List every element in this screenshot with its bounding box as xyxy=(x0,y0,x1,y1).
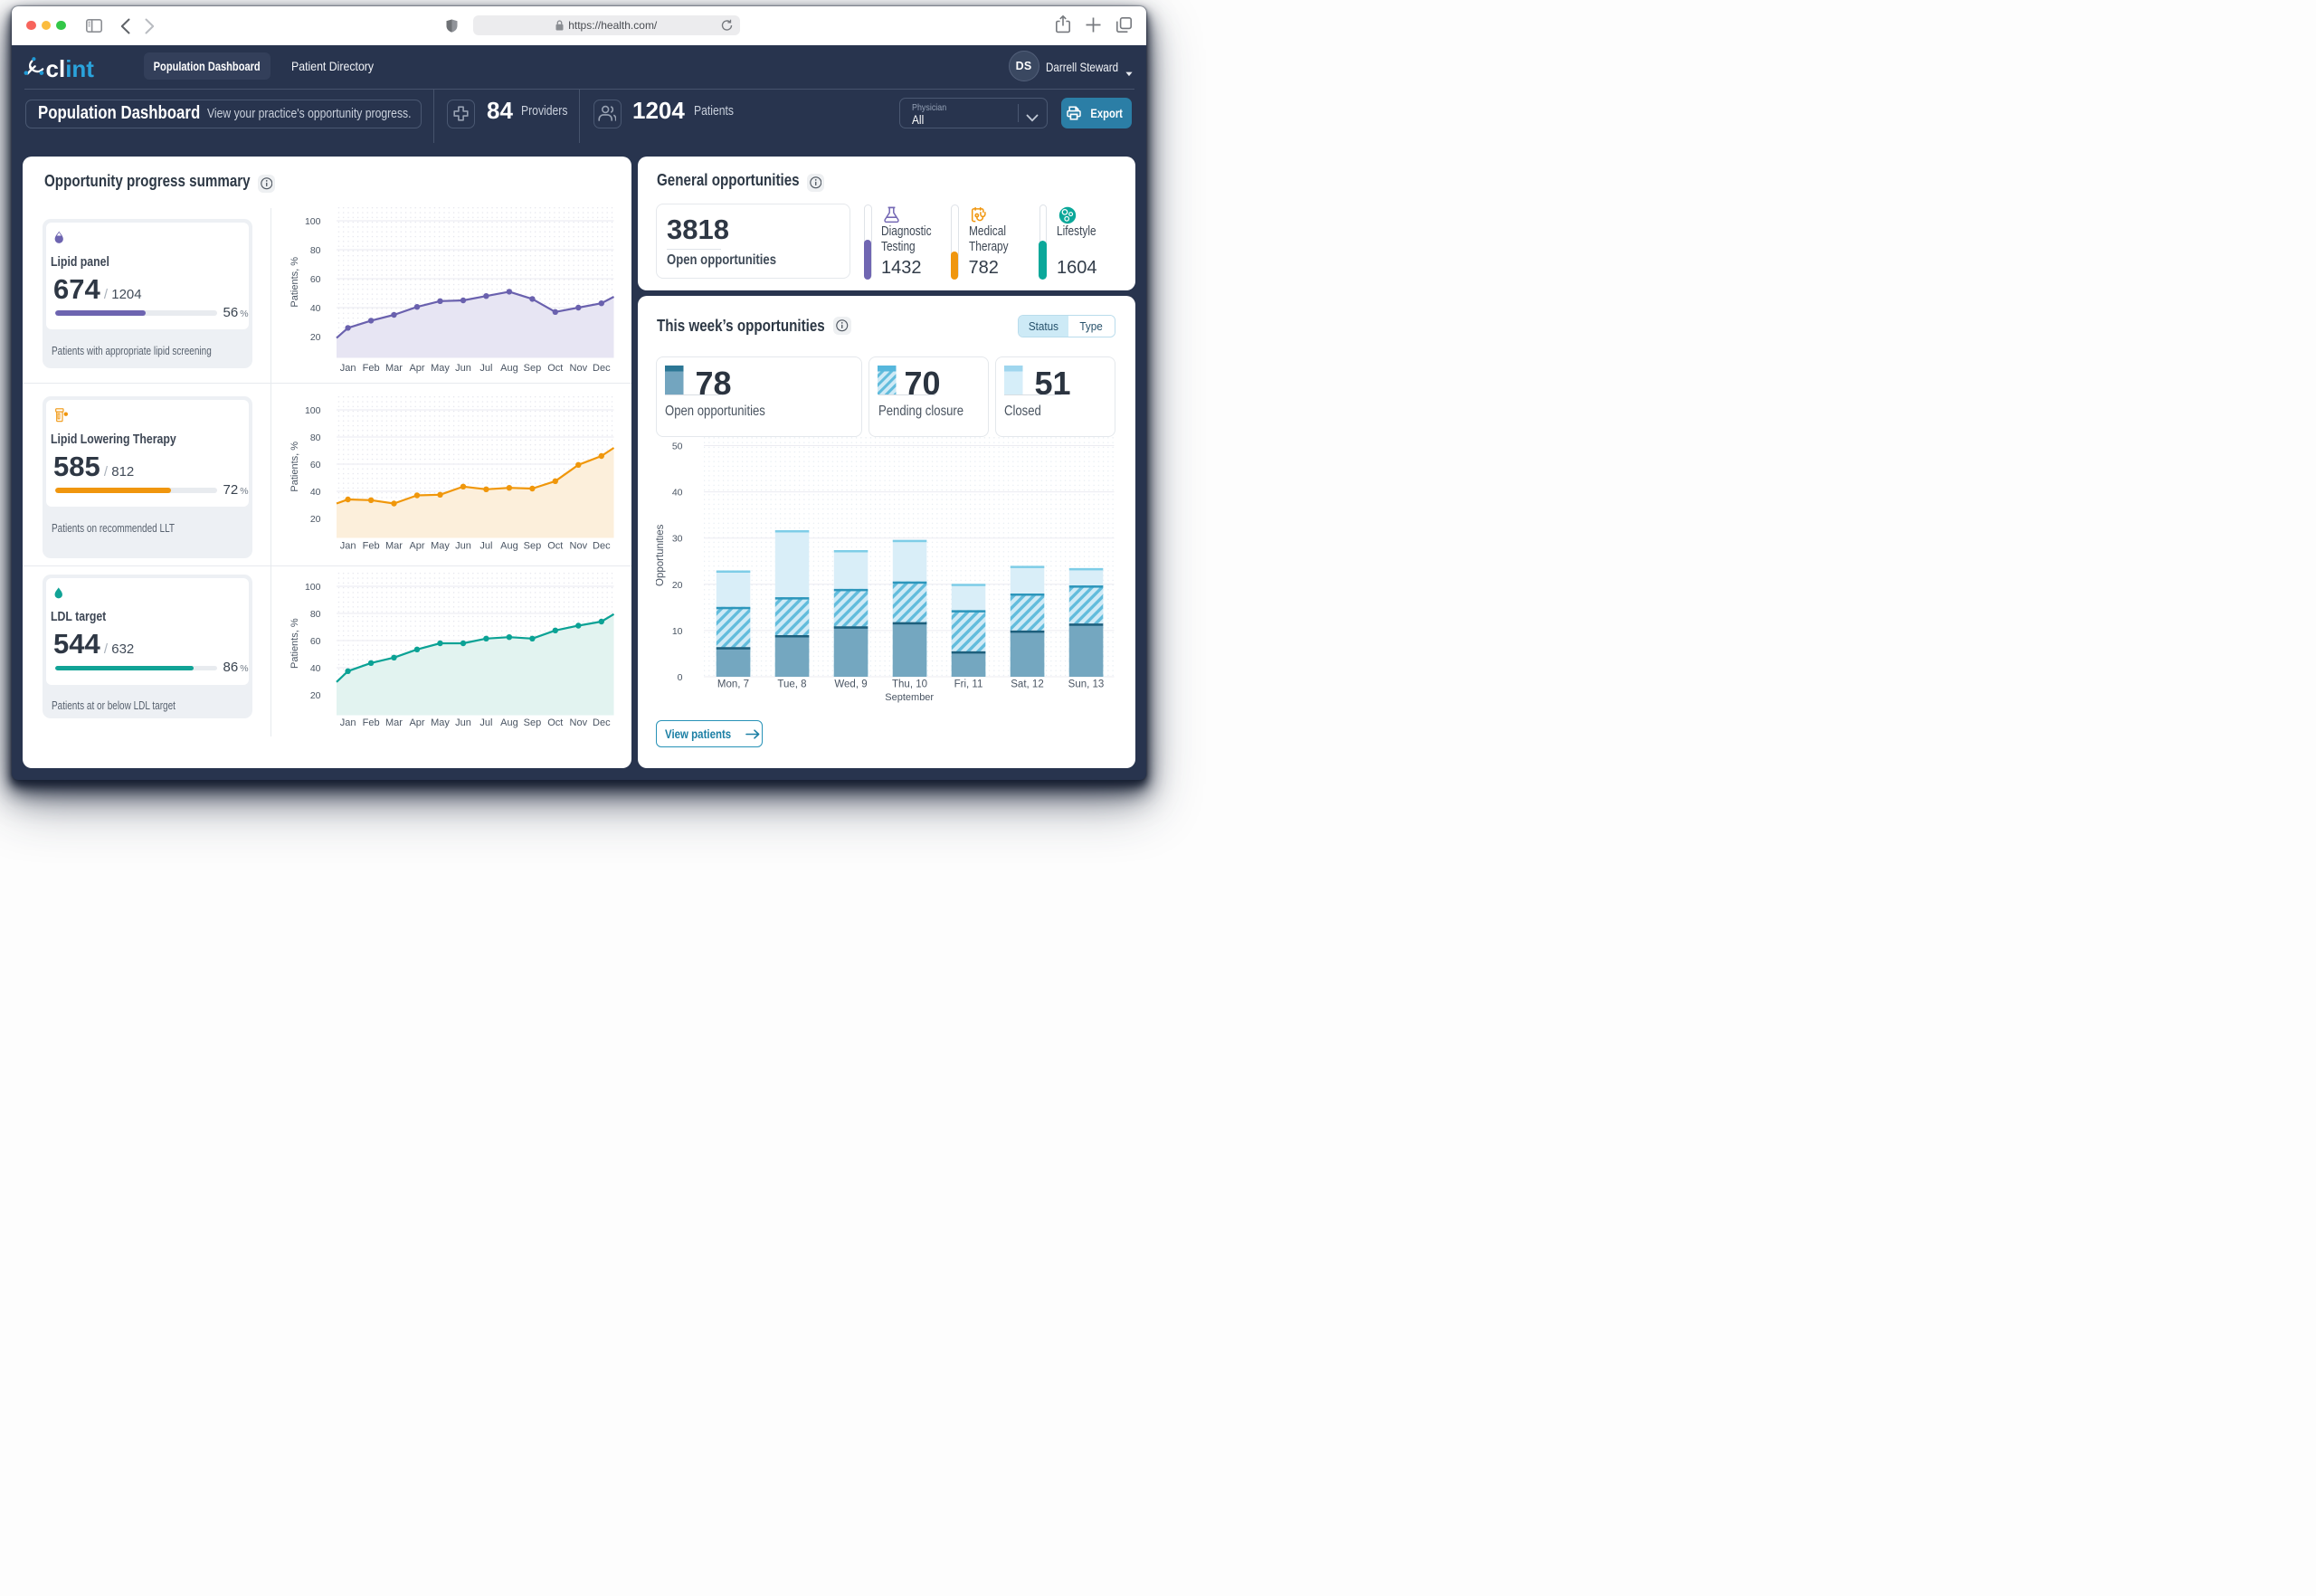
svg-text:60: 60 xyxy=(310,636,321,647)
svg-text:Fri, 11: Fri, 11 xyxy=(954,679,982,690)
svg-text:40: 40 xyxy=(310,303,321,314)
svg-text:Jan: Jan xyxy=(340,717,356,728)
svg-text:Jan: Jan xyxy=(340,540,356,551)
svg-text:Aug: Aug xyxy=(500,363,518,374)
svg-text:Oct: Oct xyxy=(547,717,563,728)
svg-text:40: 40 xyxy=(310,487,321,498)
svg-text:Mar: Mar xyxy=(385,363,403,374)
svg-text:Jun: Jun xyxy=(455,363,471,374)
svg-text:Sep: Sep xyxy=(524,363,542,374)
svg-text:May: May xyxy=(431,717,450,728)
svg-text:80: 80 xyxy=(310,609,321,620)
svg-text:Aug: Aug xyxy=(500,717,518,728)
svg-text:Mon, 7: Mon, 7 xyxy=(717,679,748,690)
svg-text:May: May xyxy=(431,363,450,374)
svg-text:80: 80 xyxy=(310,245,321,256)
svg-text:Dec: Dec xyxy=(593,363,611,374)
svg-text:60: 60 xyxy=(310,460,321,470)
svg-text:50: 50 xyxy=(671,442,682,452)
svg-text:100: 100 xyxy=(305,216,321,227)
svg-text:Jul: Jul xyxy=(479,363,492,374)
svg-text:20: 20 xyxy=(310,514,321,525)
svg-text:Thu, 10: Thu, 10 xyxy=(892,679,927,690)
svg-text:Dec: Dec xyxy=(593,717,611,728)
svg-text:Opportunities: Opportunities xyxy=(656,524,666,586)
svg-text:40: 40 xyxy=(310,663,321,674)
svg-text:10: 10 xyxy=(671,626,682,637)
svg-text:Apr: Apr xyxy=(409,540,424,551)
svg-text:Sep: Sep xyxy=(524,717,542,728)
svg-text:Jun: Jun xyxy=(455,540,471,551)
svg-text:60: 60 xyxy=(310,274,321,285)
svg-text:Nov: Nov xyxy=(570,540,588,551)
svg-text:20: 20 xyxy=(310,332,321,343)
svg-text:0: 0 xyxy=(677,672,682,683)
svg-text:20: 20 xyxy=(310,690,321,701)
svg-text:Feb: Feb xyxy=(363,717,380,728)
svg-text:Sep: Sep xyxy=(524,540,542,551)
svg-text:Wed, 9: Wed, 9 xyxy=(834,679,867,690)
svg-text:Dec: Dec xyxy=(593,540,611,551)
svg-text:September: September xyxy=(885,692,934,703)
svg-text:Jun: Jun xyxy=(455,717,471,728)
svg-text:Nov: Nov xyxy=(570,717,588,728)
svg-text:Feb: Feb xyxy=(363,540,380,551)
svg-text:Jul: Jul xyxy=(479,717,492,728)
svg-text:Feb: Feb xyxy=(363,363,380,374)
svg-text:Oct: Oct xyxy=(547,540,563,551)
svg-text:Oct: Oct xyxy=(547,363,563,374)
svg-text:Patients, %: Patients, % xyxy=(290,441,300,491)
svg-text:100: 100 xyxy=(305,405,321,416)
svg-text:Tue, 8: Tue, 8 xyxy=(777,679,806,690)
svg-text:40: 40 xyxy=(671,488,682,499)
svg-text:Aug: Aug xyxy=(500,540,518,551)
svg-text:Mar: Mar xyxy=(385,717,403,728)
svg-text:30: 30 xyxy=(671,534,682,545)
svg-text:Apr: Apr xyxy=(409,363,424,374)
svg-text:Sat, 12: Sat, 12 xyxy=(1011,679,1043,690)
svg-text:Mar: Mar xyxy=(385,540,403,551)
svg-text:Jan: Jan xyxy=(340,363,356,374)
svg-text:Sun, 13: Sun, 13 xyxy=(1068,679,1104,690)
svg-text:Patients, %: Patients, % xyxy=(290,257,300,308)
svg-text:80: 80 xyxy=(310,432,321,443)
svg-text:100: 100 xyxy=(305,582,321,593)
svg-text:Jul: Jul xyxy=(479,540,492,551)
svg-text:Nov: Nov xyxy=(570,363,588,374)
svg-text:20: 20 xyxy=(671,580,682,591)
svg-text:May: May xyxy=(431,540,450,551)
svg-text:Patients, %: Patients, % xyxy=(290,618,300,669)
svg-text:Apr: Apr xyxy=(409,717,424,728)
